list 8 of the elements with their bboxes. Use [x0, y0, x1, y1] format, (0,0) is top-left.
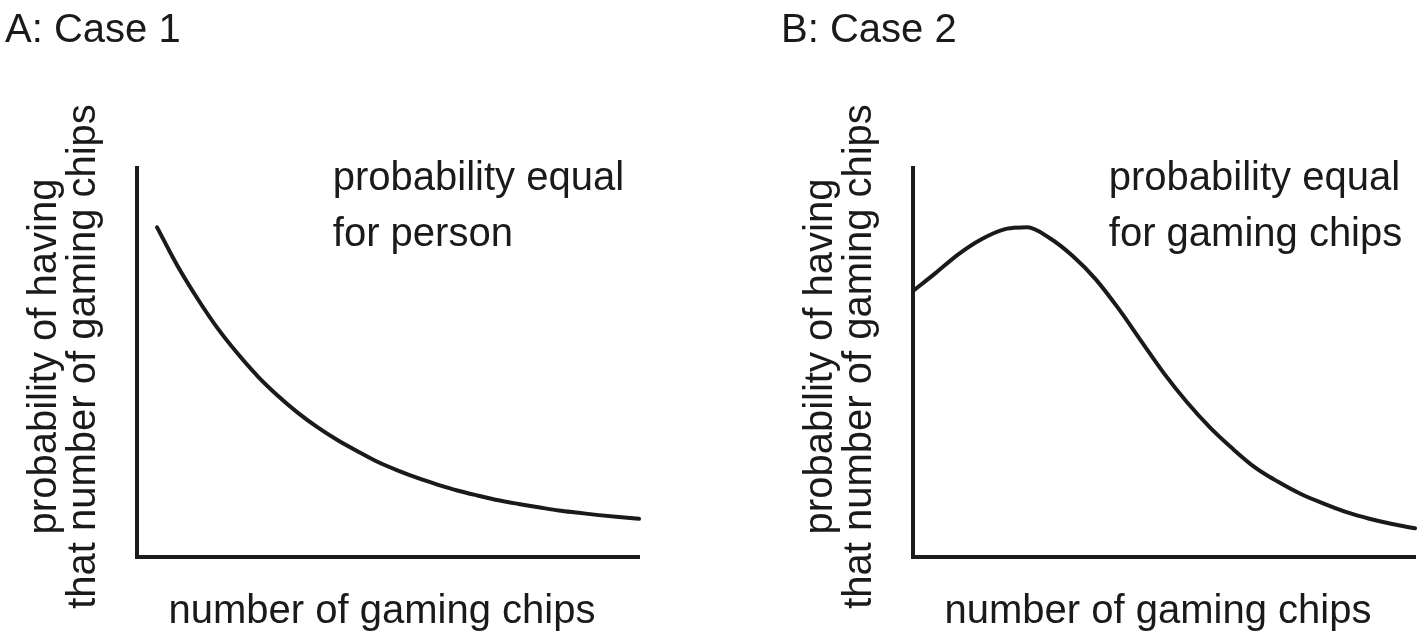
chart-title: B: Case 2	[781, 6, 957, 50]
chart-title: A: Case 1	[5, 6, 181, 50]
y-axis-title: probability of having that number of gaming chips	[20, 104, 104, 609]
y-axis-title: probability of having that number of gaming chips	[796, 104, 880, 609]
annotation: probability equal for person	[332, 154, 625, 254]
x-axis-title: number of gaming chips	[944, 587, 1372, 631]
annotation: probability equal for gaming chips	[1108, 154, 1403, 254]
x-axis-title: number of gaming chips	[168, 587, 596, 631]
